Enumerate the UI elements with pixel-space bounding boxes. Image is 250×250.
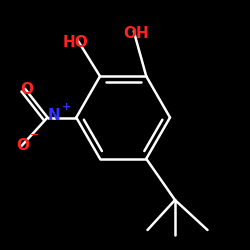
Text: +: + [62, 102, 71, 113]
Text: OH: OH [124, 26, 149, 41]
Text: O: O [20, 82, 33, 98]
Text: HO: HO [62, 35, 88, 50]
Text: −: − [30, 130, 40, 140]
Text: O: O [16, 138, 29, 152]
Text: N: N [48, 108, 60, 122]
